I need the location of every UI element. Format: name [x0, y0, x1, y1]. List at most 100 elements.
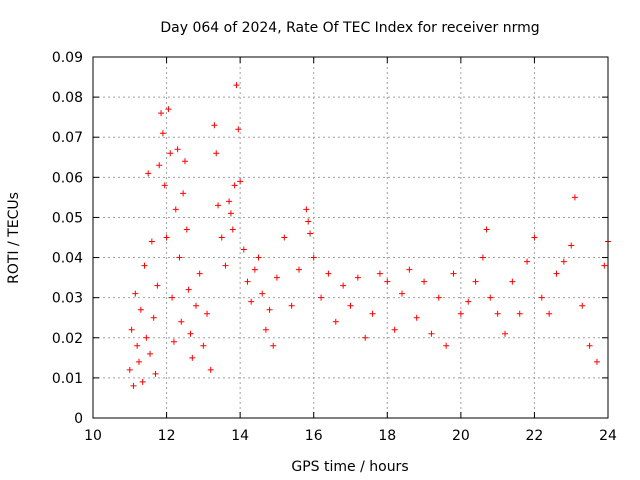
data-points: [126, 82, 611, 389]
data-point: [227, 210, 234, 217]
data-point: [130, 382, 137, 389]
y-tick-label: 0.06: [52, 170, 83, 186]
data-point: [163, 234, 170, 241]
y-tick-label: 0.07: [52, 130, 83, 146]
data-point: [170, 338, 177, 345]
data-point: [450, 270, 457, 277]
data-point: [137, 306, 144, 313]
data-point: [176, 254, 183, 261]
data-point: [150, 314, 157, 321]
data-point: [435, 294, 442, 301]
data-point: [161, 182, 168, 189]
x-tick-label: 16: [305, 428, 323, 444]
data-point: [579, 302, 586, 309]
data-point: [266, 306, 273, 313]
data-point: [369, 310, 376, 317]
data-point: [169, 294, 176, 301]
data-point: [147, 350, 154, 357]
data-point: [586, 342, 593, 349]
data-point: [259, 290, 266, 297]
data-point: [354, 274, 361, 281]
data-point: [479, 254, 486, 261]
data-point: [174, 146, 181, 153]
data-point: [244, 278, 251, 285]
data-point: [273, 274, 280, 281]
data-point: [524, 258, 531, 265]
y-axis-label: ROTI / TECUs: [6, 192, 22, 284]
data-point: [204, 310, 211, 317]
data-point: [152, 370, 159, 377]
data-point: [502, 330, 508, 337]
data-point: [233, 82, 240, 89]
data-point: [143, 334, 150, 341]
data-point: [196, 270, 203, 277]
data-point: [465, 298, 472, 305]
data-point: [531, 234, 538, 241]
data-point: [406, 266, 413, 273]
data-point: [318, 294, 325, 301]
x-tick-label: 12: [158, 428, 176, 444]
data-point: [207, 366, 214, 373]
data-point: [516, 310, 523, 317]
data-point: [362, 334, 369, 341]
data-point: [251, 266, 258, 273]
data-point: [421, 278, 428, 285]
data-point: [229, 226, 236, 233]
data-point: [376, 270, 383, 277]
data-point: [270, 342, 277, 349]
data-point: [347, 302, 354, 309]
data-point: [288, 302, 295, 309]
data-point: [200, 342, 207, 349]
x-tick-label: 18: [378, 428, 396, 444]
data-point: [139, 378, 146, 385]
data-point: [187, 330, 194, 337]
data-point: [181, 158, 188, 165]
data-point: [172, 206, 179, 213]
data-point: [165, 106, 172, 113]
y-tick-label: 0.09: [52, 50, 83, 66]
y-tick-label: 0.02: [52, 331, 83, 347]
data-point: [213, 150, 220, 157]
x-tick-label: 24: [599, 428, 617, 444]
data-point: [128, 326, 135, 333]
data-point: [218, 234, 225, 241]
data-point: [248, 298, 255, 305]
data-point: [134, 342, 141, 349]
data-point: [399, 290, 405, 297]
data-point: [180, 190, 187, 197]
data-point: [340, 282, 347, 289]
x-tick-label: 20: [452, 428, 470, 444]
axis-ticks: 10 12 14 16 18 20 22 24 0 0.01 0.02 0.03 0.04 0.05 0.0…: [52, 50, 617, 444]
data-point: [593, 358, 600, 365]
data-point: [568, 242, 575, 249]
data-point: [472, 278, 479, 285]
x-tick-label: 10: [84, 428, 102, 444]
data-point: [215, 202, 222, 209]
data-point: [601, 262, 608, 269]
data-point: [148, 238, 155, 245]
data-point: [237, 178, 244, 185]
y-tick-label: 0.05: [52, 210, 83, 226]
data-point: [158, 110, 165, 117]
y-tick-label: 0.01: [52, 371, 83, 387]
data-point: [332, 318, 339, 325]
data-point: [428, 330, 435, 337]
plot-frame: [92, 56, 609, 419]
data-point: [305, 218, 312, 225]
data-point: [560, 258, 567, 265]
data-point: [222, 262, 229, 269]
data-point: [185, 286, 192, 293]
y-tick-label: 0.08: [52, 90, 83, 106]
data-point: [296, 266, 302, 273]
data-point: [231, 182, 238, 189]
data-point: [538, 294, 545, 301]
data-point: [193, 302, 199, 309]
data-point: [126, 366, 133, 373]
data-point: [226, 198, 233, 205]
data-point: [509, 278, 516, 285]
data-point: [211, 122, 218, 129]
data-point: [262, 326, 269, 333]
data-point: [384, 278, 391, 285]
x-axis-label: GPS time / hours: [291, 459, 408, 475]
